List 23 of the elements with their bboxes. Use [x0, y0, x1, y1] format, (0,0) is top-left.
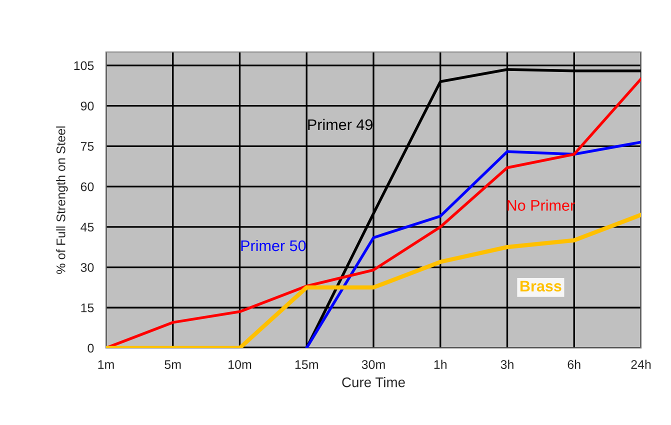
- x-tick-label: 24h: [631, 360, 651, 369]
- x-tick-label: 1h: [434, 360, 447, 369]
- y-tick-label: 90: [80, 102, 94, 110]
- x-axis-title: Cure Time: [342, 377, 405, 388]
- y-tick-label: 15: [81, 304, 94, 312]
- y-tick-label: 45: [80, 222, 94, 232]
- y-tick-label: 75: [80, 142, 94, 151]
- x-tick-label: 10m: [228, 360, 252, 369]
- text: Primer 49: [308, 118, 372, 130]
- text: Brass: [520, 280, 562, 292]
- x-tick-label: 6h: [568, 360, 580, 369]
- y-tick-label: 30: [80, 263, 94, 272]
- y-tick-label: 0: [88, 344, 94, 353]
- x-tick-label: 1m: [98, 360, 114, 369]
- x-tick-label: 15m: [295, 360, 318, 369]
- x-tick-label: 30m: [362, 360, 385, 369]
- y-axis-title: % of Full Strength on Steel: [56, 126, 68, 274]
- text: Primer 50: [241, 240, 306, 252]
- x-tick-label: 5m: [164, 360, 181, 369]
- y-tick-label: 105: [74, 61, 94, 70]
- y-tick-label: 60: [80, 182, 94, 192]
- x-tick-label: 3h: [500, 360, 514, 369]
- line-series: [305, 140, 641, 348]
